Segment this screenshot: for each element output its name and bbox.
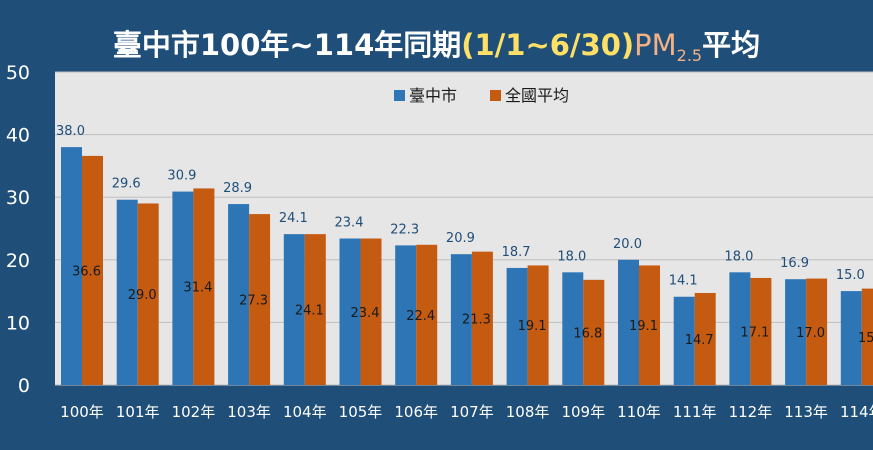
x-tick-label: 110年	[617, 403, 661, 421]
data-label: 38.0	[56, 124, 85, 139]
data-label: 15.0	[836, 268, 865, 283]
y-tick-label: 30	[6, 187, 30, 209]
data-label: 18.0	[557, 249, 586, 264]
bar	[861, 288, 873, 385]
data-label: 17.1	[740, 325, 769, 340]
data-label: 16.9	[780, 256, 809, 271]
data-label: 18.0	[724, 249, 753, 264]
data-label: 18.7	[502, 245, 531, 260]
title-main: 臺中市100年~114年同期	[112, 28, 462, 62]
data-label: 23.4	[351, 306, 380, 321]
bar	[806, 278, 828, 385]
data-label: 24.1	[279, 211, 308, 226]
bar	[840, 291, 862, 385]
x-tick-label: 113年	[784, 403, 828, 421]
data-label: 17.0	[796, 326, 825, 341]
x-tick-label: 101年	[116, 403, 160, 421]
data-label: 24.1	[295, 304, 324, 319]
bar	[137, 203, 159, 385]
data-label: 22.3	[390, 222, 419, 237]
x-tick-label: 100年	[60, 403, 104, 421]
bar	[116, 199, 138, 385]
y-tick-label: 40	[6, 125, 30, 147]
data-label: 19.1	[518, 319, 547, 334]
y-tick-label: 0	[18, 375, 30, 397]
data-label: 15	[858, 331, 873, 346]
data-label: 31.4	[183, 281, 212, 296]
x-tick-label: 114年	[840, 403, 873, 421]
title-date-range: (1/1~6/30)	[461, 28, 635, 62]
x-tick-label: 106年	[394, 403, 438, 421]
legend-label: 臺中市	[409, 86, 457, 105]
bar	[193, 188, 215, 385]
bar	[395, 245, 417, 385]
chart-title: 臺中市100年~114年同期(1/1~6/30)PM2.5平均	[0, 22, 873, 65]
y-tick-label: 50	[6, 62, 30, 84]
data-label: 23.4	[335, 216, 364, 231]
bar	[562, 272, 584, 385]
bar	[694, 292, 716, 385]
legend-swatch	[394, 90, 405, 101]
legend-label: 全國平均	[505, 86, 569, 105]
bar	[82, 155, 103, 385]
bar	[673, 296, 695, 385]
data-label: 21.3	[462, 312, 491, 327]
bar	[527, 265, 549, 385]
data-label: 20.9	[446, 231, 475, 246]
bar	[172, 191, 194, 385]
bar	[450, 254, 472, 385]
data-label: 29.6	[112, 177, 141, 192]
x-tick-label: 111年	[673, 403, 717, 421]
bar	[283, 234, 305, 385]
bar	[304, 234, 326, 385]
x-tick-label: 103年	[227, 403, 271, 421]
bar	[639, 265, 660, 385]
data-label: 20.0	[613, 237, 642, 252]
x-tick-label: 104年	[283, 403, 327, 421]
data-label: 22.4	[406, 309, 435, 324]
data-label: 28.9	[223, 181, 252, 196]
bar	[61, 147, 82, 385]
data-label: 14.1	[669, 274, 698, 289]
data-label: 30.9	[167, 169, 196, 184]
data-label: 36.6	[72, 264, 101, 279]
bar	[228, 204, 250, 385]
bar	[249, 214, 271, 385]
bar	[471, 251, 493, 385]
bar	[339, 238, 361, 385]
bar	[360, 238, 382, 385]
bar	[583, 279, 605, 385]
bar	[506, 267, 528, 385]
data-label: 27.3	[239, 294, 268, 309]
y-tick-label: 20	[6, 250, 30, 272]
bar	[416, 244, 438, 385]
title-pollutant: PM	[634, 28, 677, 62]
title-subscript: 2.5	[676, 46, 703, 65]
bar	[729, 272, 751, 385]
data-label: 19.1	[629, 319, 658, 334]
x-tick-label: 112年	[729, 403, 773, 421]
title-suffix: 平均	[702, 28, 761, 62]
x-tick-label: 107年	[450, 403, 494, 421]
bar	[750, 277, 772, 385]
data-label: 16.8	[573, 326, 602, 341]
x-tick-label: 105年	[339, 403, 383, 421]
x-tick-label: 102年	[172, 403, 216, 421]
x-tick-label: 108年	[506, 403, 550, 421]
y-tick-label: 10	[6, 312, 30, 334]
legend-swatch	[490, 90, 501, 101]
bar	[618, 259, 639, 385]
data-label: 14.7	[685, 333, 714, 348]
data-label: 29.0	[128, 288, 157, 303]
x-tick-label: 109年	[561, 403, 605, 421]
bar	[785, 279, 807, 385]
